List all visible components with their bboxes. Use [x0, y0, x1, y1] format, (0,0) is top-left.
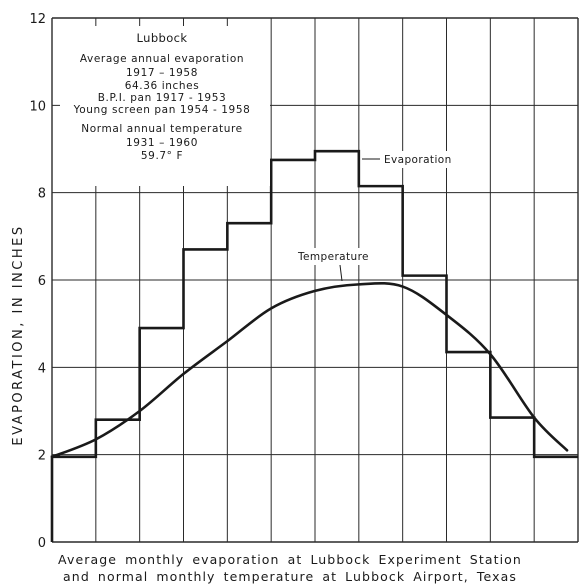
y-tick-label: 8	[38, 187, 46, 202]
y-tick-label: 2	[38, 449, 46, 464]
y-tick-label: 10	[29, 99, 46, 114]
evaporation-label-bg	[388, 151, 476, 168]
grid	[51, 17, 579, 543]
temperature-leader	[339, 264, 343, 282]
temperature-label-bg	[294, 248, 386, 265]
temperature-curve	[50, 281, 569, 459]
y-tick-label: 4	[38, 361, 46, 376]
y-tick-labels: 0 2 4 6 8 10 12	[29, 12, 46, 551]
caption-line-2: and normal monthly temperature at Lubboc…	[63, 569, 517, 584]
annotation: Lubbock Average annual evaporation 1917 …	[73, 31, 251, 162]
annotation-line: Average annual evaporation	[80, 53, 244, 65]
evaporation-label: Evaporation	[384, 154, 452, 166]
y-tick-label: 6	[38, 274, 46, 289]
annotation-line: 1931 – 1960	[126, 137, 198, 149]
y-axis-label: EVAPORATION, IN INCHES	[11, 224, 26, 445]
annotation-line: 59.7° F	[141, 150, 183, 162]
y-tick-label: 12	[29, 12, 46, 27]
evaporation-step-line	[50, 149, 578, 542]
caption-line-1: Average monthly evaporation at Lubbock E…	[58, 552, 522, 567]
annotation-box	[60, 26, 270, 186]
annotation-line: 64.36 inches	[125, 80, 200, 92]
y-tick-label: 0	[38, 536, 46, 551]
annotation-line: Normal annual temperature	[81, 123, 242, 135]
annotation-line: B.P.I. pan 1917 - 1953	[98, 92, 227, 104]
annotation-line: 1917 – 1958	[126, 67, 198, 79]
annotation-line: Lubbock	[137, 31, 188, 45]
temperature-label: Temperature	[297, 251, 369, 263]
series-lines	[50, 149, 578, 542]
annotation-line: Young screen pan 1954 - 1958	[73, 104, 251, 116]
